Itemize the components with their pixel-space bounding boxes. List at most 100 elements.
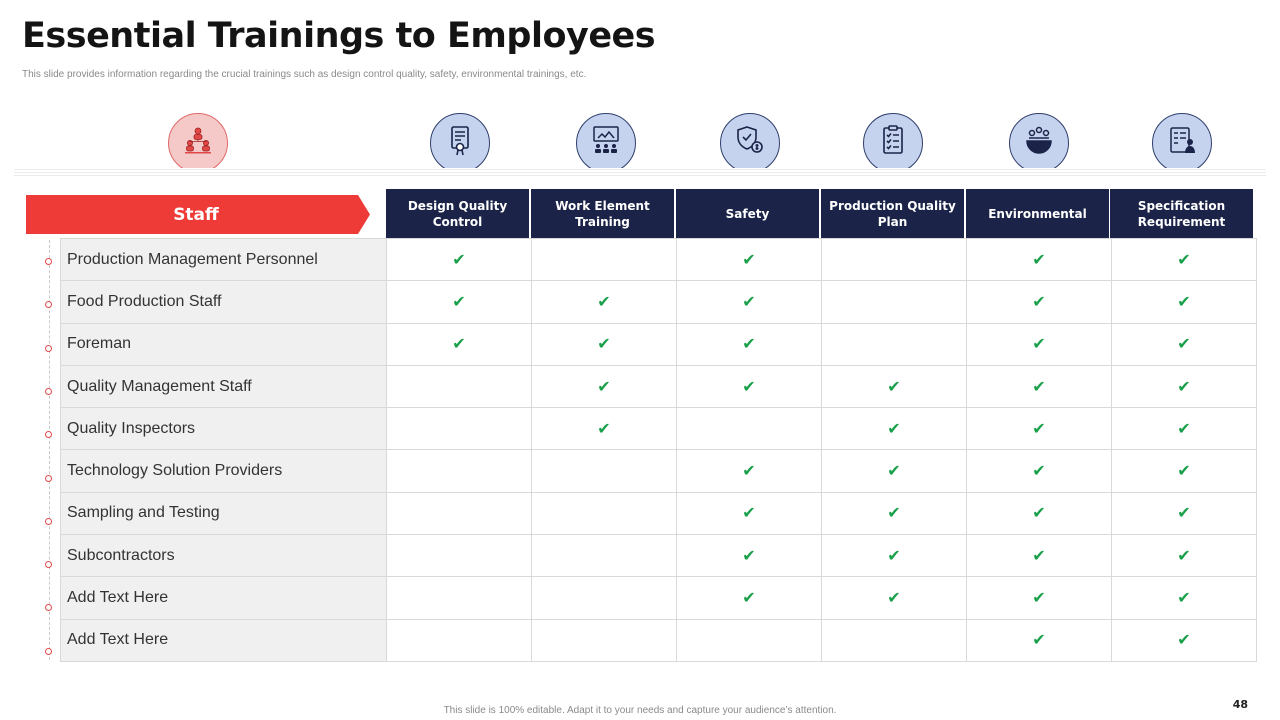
training-cell: ✔ [966,280,1112,324]
check-icon: ✔ [1032,461,1046,481]
check-icon: ✔ [887,503,901,523]
training-cell: ✔ [966,364,1112,409]
table-row: Foreman ✔ ✔ ✔ ✔ ✔ [60,322,1257,366]
check-icon: ✔ [452,291,466,311]
staff-row-label: Subcontractors [60,534,387,578]
training-cell [531,576,677,620]
icon-band-divider [14,168,1266,176]
check-icon: ✔ [887,376,901,396]
training-cell: ✔ [1111,364,1257,409]
training-cell: ✔ [821,407,967,451]
check-icon: ✔ [742,545,756,565]
table-row: Technology Solution Providers ✔ ✔ ✔ ✔ [60,449,1257,493]
check-icon: ✔ [742,334,756,354]
table-row: Food Production Staff ✔ ✔ ✔ ✔ ✔ [60,280,1257,324]
table-row: Production Management Personnel ✔ ✔ ✔ ✔ [60,237,1257,282]
training-cell: ✔ [676,364,822,409]
check-icon: ✔ [742,461,756,481]
check-icon: ✔ [1177,376,1191,396]
check-icon: ✔ [742,376,756,396]
specification-document-icon [1152,113,1212,168]
check-icon: ✔ [1177,503,1191,523]
training-cell: ✔ [676,534,822,578]
check-icon: ✔ [1177,249,1191,269]
check-icon: ✔ [1032,376,1046,396]
training-cell [531,449,677,493]
staff-row-label: Technology Solution Providers [60,449,387,493]
presentation-training-icon [576,113,636,168]
check-icon: ✔ [1032,418,1046,438]
column-header: Environmental [966,189,1109,238]
check-icon: ✔ [452,249,466,269]
timeline-dot [45,344,52,352]
check-icon: ✔ [887,418,901,438]
table-row: Add Text Here ✔ ✔ [60,618,1257,662]
column-header: Design Quality Control [386,189,529,238]
training-cell [821,237,967,282]
column-header: Work Element Training [531,189,674,238]
check-icon: ✔ [452,334,466,354]
check-icon: ✔ [1177,334,1191,354]
timeline-dot [45,604,52,612]
check-icon: ✔ [1032,291,1046,311]
training-cell: ✔ [1111,280,1257,324]
training-cell: ✔ [1111,237,1257,282]
training-cell: ✔ [966,322,1112,366]
check-icon: ✔ [597,334,611,354]
check-icon: ✔ [742,249,756,269]
timeline-dot [45,301,52,309]
check-icon: ✔ [1032,630,1046,650]
check-icon: ✔ [1177,461,1191,481]
timeline-dot [45,387,52,395]
training-cell: ✔ [676,322,822,366]
timeline-dot [45,431,52,439]
check-icon: ✔ [597,376,611,396]
training-cell: ✔ [1111,449,1257,493]
check-icon: ✔ [1032,545,1046,565]
training-cell: ✔ [676,280,822,324]
check-icon: ✔ [742,503,756,523]
column-header: Safety [676,189,819,238]
staff-row-label: Food Production Staff [60,280,387,324]
training-cell: ✔ [1111,322,1257,366]
certificate-icon [430,113,490,168]
training-cell: ✔ [821,449,967,493]
training-cell [676,407,822,451]
check-icon: ✔ [887,545,901,565]
globe-environment-icon [1009,113,1069,168]
training-cell [386,407,532,451]
training-cell [821,618,967,662]
training-cell: ✔ [821,576,967,620]
training-cell: ✔ [966,618,1112,662]
check-icon: ✔ [742,588,756,608]
training-cell: ✔ [966,237,1112,282]
training-cell: ✔ [821,364,967,409]
check-icon: ✔ [887,461,901,481]
slide-title: Essential Trainings to Employees [22,16,656,56]
training-cell: ✔ [966,534,1112,578]
training-cell [531,534,677,578]
training-cell: ✔ [821,534,967,578]
check-icon: ✔ [1177,545,1191,565]
staff-row-label: Foreman [60,322,387,366]
training-cell: ✔ [386,237,532,282]
training-cell: ✔ [966,491,1112,536]
table-row: Subcontractors ✔ ✔ ✔ ✔ [60,534,1257,578]
check-icon: ✔ [1177,588,1191,608]
training-cell: ✔ [531,407,677,451]
timeline-line [49,240,50,660]
training-cell [531,237,677,282]
training-cell [676,618,822,662]
training-cell [531,491,677,536]
training-cell [821,280,967,324]
check-icon: ✔ [1177,630,1191,650]
check-icon: ✔ [597,291,611,311]
check-icon: ✔ [1177,291,1191,311]
clipboard-checklist-icon [863,113,923,168]
page-number: 48 [1232,698,1248,711]
training-cell: ✔ [1111,576,1257,620]
training-cell [821,322,967,366]
training-cell [386,491,532,536]
timeline-dot [45,647,52,655]
table-row: Add Text Here ✔ ✔ ✔ ✔ [60,576,1257,620]
